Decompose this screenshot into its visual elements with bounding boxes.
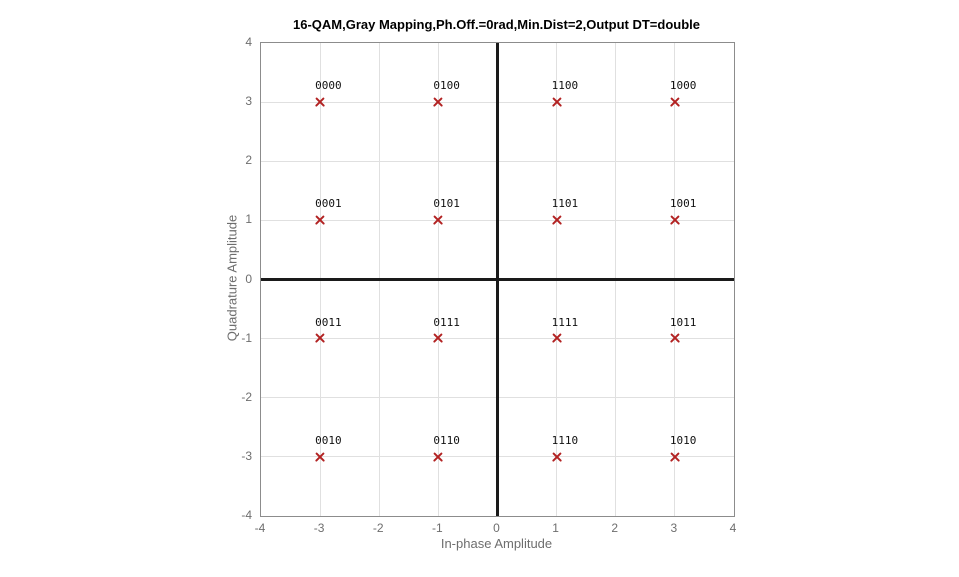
constellation-point-x-icon: [670, 452, 680, 462]
constellation-point-x-icon: [315, 452, 325, 462]
constellation-point-x-icon: [433, 452, 443, 462]
point-bit-label: 0011: [315, 315, 342, 329]
x-tick-label: 0: [493, 521, 500, 535]
y-tick-label: 1: [245, 212, 252, 227]
chart-title: 16-QAM,Gray Mapping,Ph.Off.=0rad,Min.Dis…: [292, 17, 700, 32]
constellation-point-x-icon: [552, 452, 562, 462]
point-bit-label: 0101: [433, 197, 460, 211]
point-bit-label: 0110: [433, 433, 460, 447]
point-bit-label: 0010: [315, 433, 342, 447]
x-tick-label: -4: [254, 521, 266, 535]
point-bit-label: 1101: [551, 197, 579, 211]
y-tick-label: 0: [245, 271, 252, 286]
constellation-point-x-icon: [552, 215, 562, 225]
y-tick-label: -1: [241, 330, 252, 345]
constellation-point-x-icon: [433, 97, 443, 107]
x-tick-label: 2: [611, 521, 619, 535]
x-axis-label: In-phase Amplitude: [440, 536, 553, 551]
x-tick-label: 3: [670, 521, 678, 535]
point-bit-label: 1010: [669, 433, 697, 447]
point-bit-label: 1011: [669, 315, 697, 329]
x-tick-label: -1: [432, 521, 443, 535]
constellation-point-x-icon: [670, 215, 680, 225]
y-tick-label: 2: [245, 153, 252, 168]
constellation-point-x-icon: [315, 97, 325, 107]
x-tick-label: -2: [372, 521, 384, 535]
constellation-point-x-icon: [552, 97, 562, 107]
point-bit-label: 1110: [551, 433, 579, 447]
point-bit-label: 1001: [669, 197, 697, 211]
x-tick-label: 1: [552, 521, 559, 535]
plot-area: 0000 0100 1100 1000 0001 0101 1101 1001 0011 0111…: [260, 42, 735, 517]
constellation-point-x-icon: [670, 97, 680, 107]
point-bit-label: 0000: [315, 79, 342, 93]
constellation-point-x-icon: [315, 334, 325, 344]
y-tick-label: -4: [241, 508, 252, 522]
zero-axis-horizontal-line: [261, 278, 734, 281]
y-tick-label: 4: [245, 35, 252, 49]
point-bit-label: 1111: [551, 315, 579, 329]
constellation-point-x-icon: [433, 334, 443, 344]
point-bit-label: 0100: [433, 79, 460, 93]
point-bit-label: 1100: [551, 79, 579, 93]
y-tick-label: -2: [241, 389, 252, 404]
constellation-point-x-icon: [315, 215, 325, 225]
point-bit-label: 0111: [433, 315, 460, 329]
x-tick-label: -3: [313, 521, 325, 535]
constellation-point-x-icon: [670, 334, 680, 344]
point-bit-label: 0001: [315, 197, 342, 211]
x-tick-label: 4: [729, 521, 737, 535]
y-tick-label: -3: [241, 448, 252, 463]
y-tick-label: 3: [245, 94, 252, 109]
constellation-point-x-icon: [433, 215, 443, 225]
point-bit-label: 1000: [669, 79, 697, 93]
constellation-point-x-icon: [552, 334, 562, 344]
